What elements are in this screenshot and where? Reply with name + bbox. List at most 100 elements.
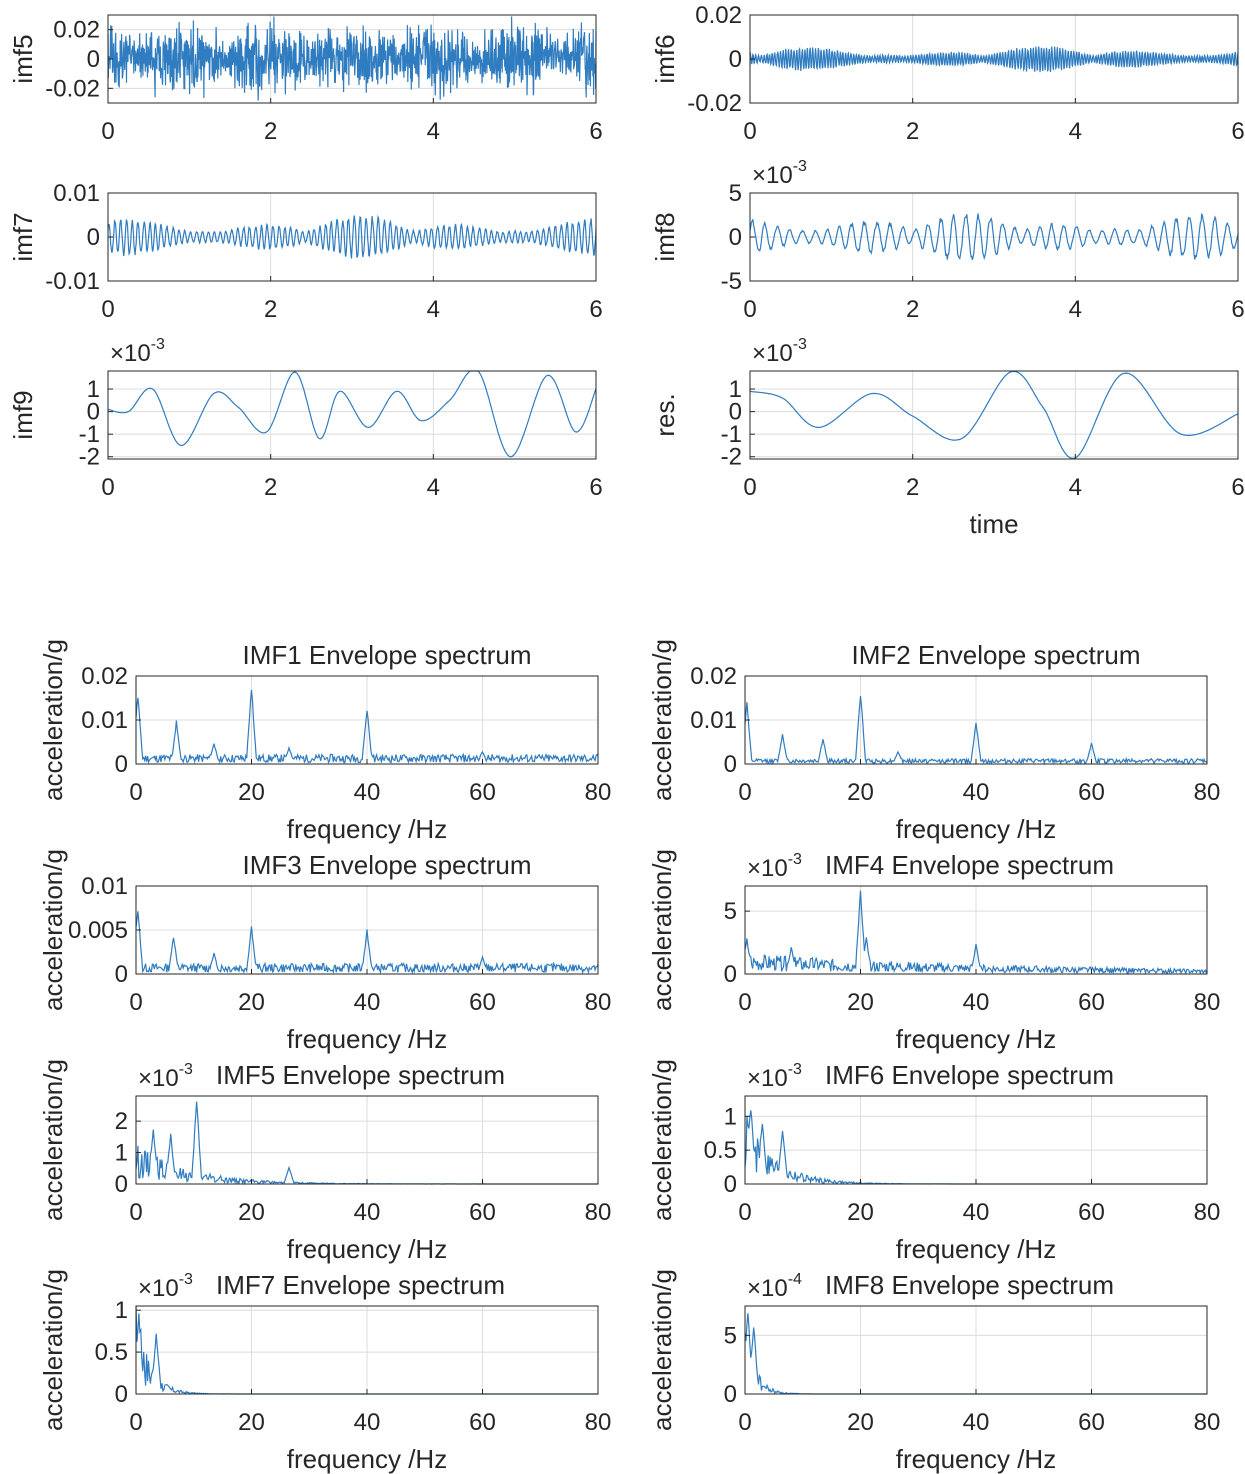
axis-multiplier: ×10-3 (138, 1271, 193, 1302)
y-axis-label: imf9 (8, 390, 38, 439)
y-axis-label: acceleration/g (38, 1269, 68, 1431)
chart-title: IMF2 Envelope spectrum (851, 640, 1140, 670)
series-line-env2 (744, 696, 1208, 766)
x-tick-label: 6 (589, 474, 602, 501)
x-axis-label: frequency /Hz (287, 814, 447, 844)
axis-multiplier: ×10-3 (110, 336, 165, 367)
y-tick-label: -1 (79, 421, 100, 448)
x-tick-label: 40 (963, 989, 990, 1016)
y-tick-label: 1 (87, 376, 100, 403)
y-tick-label: 1 (724, 1103, 737, 1130)
x-tick-label: 60 (469, 779, 496, 806)
y-tick-label: 0.02 (53, 17, 100, 44)
x-tick-label: 20 (847, 779, 874, 806)
x-tick-label: 20 (847, 1199, 874, 1226)
x-tick-label: 60 (1078, 779, 1105, 806)
y-axis-label: acceleration/g (38, 1059, 68, 1221)
x-tick-label: 40 (354, 779, 381, 806)
axis-multiplier: ×10-3 (747, 1061, 802, 1092)
chart-title: IMF8 Envelope spectrum (825, 1270, 1114, 1300)
chart-title: IMF1 Envelope spectrum (242, 640, 531, 670)
chart-env4: 0 20 40 60 80 0 5 acceleration/g frequency /Hz ×1… (647, 849, 1220, 1054)
y-tick-label: 1 (729, 376, 742, 403)
y-tick-label: 0.02 (695, 2, 742, 29)
y-tick-label: -1 (721, 421, 742, 448)
x-tick-label: 60 (469, 989, 496, 1016)
y-axis-label: imf8 (650, 212, 680, 261)
x-tick-label: 0 (738, 779, 751, 806)
axes-box (749, 370, 1239, 460)
x-tick-label: 40 (354, 1409, 381, 1436)
y-tick-label: 0 (115, 751, 128, 778)
chart-env8: 0 20 40 60 80 0 5 acceleration/g frequency /Hz ×1… (647, 1269, 1220, 1474)
x-tick-label: 60 (469, 1199, 496, 1226)
x-tick-label: 60 (1078, 989, 1105, 1016)
x-tick-label: 80 (1194, 989, 1221, 1016)
y-tick-label: 0.5 (95, 1339, 128, 1366)
y-tick-label: 0.02 (690, 663, 737, 690)
chart-title: IMF7 Envelope spectrum (216, 1270, 505, 1300)
y-axis-label: acceleration/g (647, 1269, 677, 1431)
y-axis-label: acceleration/g (38, 849, 68, 1011)
y-tick-label: 0.01 (53, 180, 100, 207)
y-tick-label: 1 (115, 1140, 128, 1167)
x-axis-label: frequency /Hz (896, 1234, 1056, 1264)
y-tick-label: 0.02 (81, 663, 128, 690)
multiplier-base: ×10 (138, 1065, 179, 1092)
y-tick-label: 0 (115, 1171, 128, 1198)
series-line-env3 (135, 911, 599, 975)
multiplier-base: ×10 (752, 340, 793, 367)
chart-env7: 0 20 40 60 80 0 0.5 1 acceleration/g frequency /H… (38, 1269, 611, 1474)
x-tick-label: 0 (738, 1199, 751, 1226)
chart-title: IMF6 Envelope spectrum (825, 1060, 1114, 1090)
x-tick-label: 2 (264, 474, 277, 501)
x-tick-label: 0 (101, 296, 114, 323)
x-tick-label: 0 (129, 989, 142, 1016)
x-tick-label: 20 (238, 989, 265, 1016)
y-axis-label: imf6 (650, 34, 680, 83)
x-tick-label: 60 (469, 1409, 496, 1436)
y-tick-label: 0 (87, 46, 100, 73)
x-tick-label: 0 (101, 474, 114, 501)
x-axis-label: time (969, 509, 1018, 539)
axis-multiplier: ×10-4 (747, 1271, 802, 1302)
x-tick-label: 80 (585, 1199, 612, 1226)
y-tick-label: 0.01 (690, 707, 737, 734)
y-tick-label: 0 (87, 224, 100, 251)
chart-title: IMF5 Envelope spectrum (216, 1060, 505, 1090)
y-tick-label: 0.01 (81, 707, 128, 734)
y-axis-label: acceleration/g (647, 849, 677, 1011)
x-axis-label: frequency /Hz (287, 1444, 447, 1474)
y-tick-label: -5 (721, 268, 742, 295)
x-tick-label: 6 (1231, 118, 1244, 145)
multiplier-exponent: -3 (179, 1271, 193, 1288)
y-tick-label: 0.005 (68, 917, 128, 944)
multiplier-exponent: -3 (151, 336, 165, 353)
x-axis-label: frequency /Hz (896, 814, 1056, 844)
series-line-imf9 (108, 370, 597, 458)
x-tick-label: 4 (1069, 118, 1082, 145)
y-axis-label: imf7 (8, 212, 38, 261)
multiplier-base: ×10 (110, 340, 151, 367)
x-tick-label: 80 (1194, 1409, 1221, 1436)
y-tick-label: -0.02 (687, 90, 742, 117)
x-tick-label: 0 (101, 118, 114, 145)
multiplier-exponent: -3 (179, 1061, 193, 1078)
x-tick-label: 80 (1194, 779, 1221, 806)
series-line-env4 (744, 890, 1208, 976)
series-line-imf8 (749, 212, 1239, 261)
x-tick-label: 0 (743, 118, 756, 145)
chart-env5: 0 20 40 60 80 0 1 2 acceleration/g frequency /Hz ×… (38, 1059, 611, 1264)
y-tick-label: 0.5 (704, 1137, 737, 1164)
chart-env2: 0 20 40 60 80 0 0.01 0.02 acceleration/g frequenc… (647, 639, 1220, 844)
x-axis-label: frequency /Hz (287, 1234, 447, 1264)
x-tick-label: 20 (238, 1409, 265, 1436)
axis-multiplier: ×10-3 (138, 1061, 193, 1092)
y-tick-label: 5 (724, 898, 737, 925)
x-tick-label: 6 (1231, 474, 1244, 501)
x-tick-label: 80 (585, 989, 612, 1016)
